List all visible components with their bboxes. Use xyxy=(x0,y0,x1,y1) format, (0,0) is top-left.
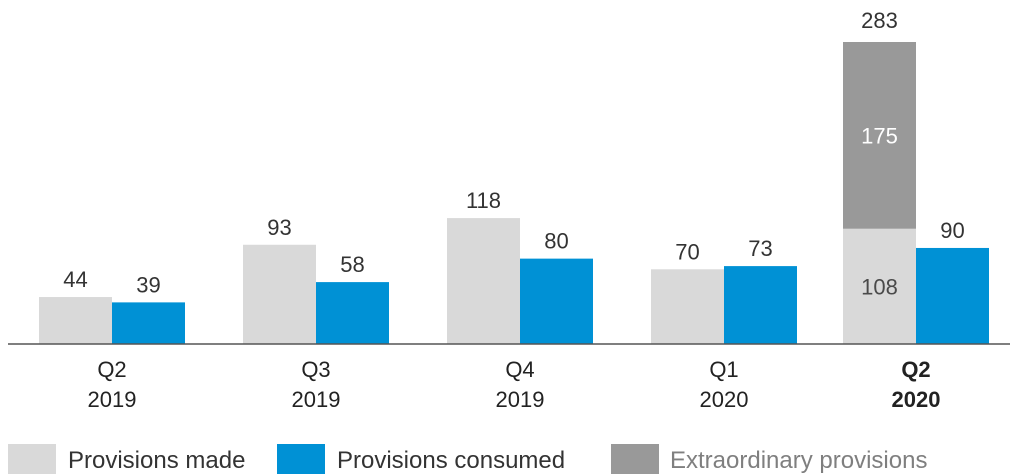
data-label-provisions-made: 70 xyxy=(675,239,699,264)
bar-provisions-consumed xyxy=(316,282,389,344)
x-tick-label-year: 2020 xyxy=(892,387,941,412)
x-tick-label-quarter: Q1 xyxy=(709,357,738,382)
legend-label-provisions-made: Provisions made xyxy=(68,447,245,474)
bar-provisions-consumed xyxy=(916,247,989,344)
data-label-provisions-made: 93 xyxy=(267,215,291,240)
data-label-provisions-consumed: 90 xyxy=(940,218,964,243)
x-tick-label-quarter: Q3 xyxy=(301,357,330,382)
x-tick-labels: Q2 2019 Q3 2019 Q4 2019 Q1 2020 Q2 2020 xyxy=(88,357,941,412)
data-label-total: 283 xyxy=(861,8,898,33)
x-tick-label-year: 2019 xyxy=(292,387,341,412)
bars-group: 44 39 93 58 118 80 70 73 108 175 283 90 xyxy=(39,8,989,344)
bar-extraordinary-provisions xyxy=(843,42,916,229)
legend-label-extraordinary-provisions: Extraordinary provisions xyxy=(670,447,927,474)
legend-swatch-extraordinary-provisions xyxy=(611,444,659,474)
x-tick-label-quarter: Q2 xyxy=(901,357,930,382)
bar-provisions-made xyxy=(447,218,520,344)
bar-provisions-made xyxy=(843,228,916,344)
x-tick-label-quarter: Q4 xyxy=(505,357,534,382)
legend-swatch-provisions-consumed xyxy=(277,444,325,474)
bar-provisions-made xyxy=(651,269,724,344)
bar-provisions-made xyxy=(39,297,112,344)
legend: Provisions made Provisions consumed Extrao… xyxy=(8,444,927,474)
data-label-provisions-consumed: 39 xyxy=(136,272,160,297)
data-label-provisions-consumed: 73 xyxy=(748,236,772,261)
data-label-provisions-consumed: 80 xyxy=(544,229,568,254)
x-tick-label-quarter: Q2 xyxy=(97,357,126,382)
x-tick-label-year: 2019 xyxy=(88,387,137,412)
x-tick-label-year: 2020 xyxy=(700,387,749,412)
data-label-provisions-made: 118 xyxy=(466,188,501,213)
data-label-provisions-made: 108 xyxy=(861,274,898,299)
data-label-extraordinary-provisions: 175 xyxy=(861,123,898,148)
bar-provisions-consumed xyxy=(724,266,797,344)
data-label-provisions-made: 44 xyxy=(63,267,87,292)
legend-label-provisions-consumed: Provisions consumed xyxy=(337,447,565,474)
legend-swatch-provisions-made xyxy=(8,444,56,474)
data-label-provisions-consumed: 58 xyxy=(340,252,364,277)
bar-provisions-consumed xyxy=(112,302,185,344)
bar-provisions-consumed xyxy=(520,258,593,344)
bar-provisions-made xyxy=(243,244,316,344)
x-tick-label-year: 2019 xyxy=(496,387,545,412)
